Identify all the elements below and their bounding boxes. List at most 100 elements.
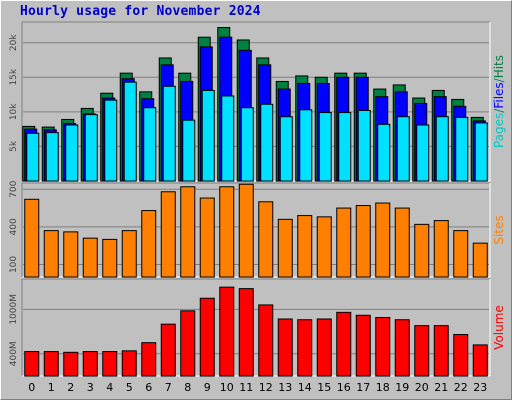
x-tick-label: 14 <box>298 381 312 394</box>
series-label: Pages/Files/Hits <box>492 55 506 148</box>
bar-sites-6 <box>141 210 157 278</box>
bar-volume-21 <box>433 325 449 377</box>
x-tick-label: 6 <box>145 381 152 394</box>
bar-pages-18 <box>377 123 391 182</box>
x-tick-label: 23 <box>473 381 487 394</box>
x-tick-label: 10 <box>220 381 234 394</box>
bar-sites-20 <box>414 223 430 278</box>
bar-volume-19 <box>394 319 410 377</box>
x-tick-label: 7 <box>165 381 172 394</box>
bar-sites-12 <box>258 201 274 278</box>
panel-hits-files-pages: 5k 10k 15k 20k Pages/Files/Hits <box>9 21 506 182</box>
y-tick-label: 15k <box>9 68 19 85</box>
bar-sites-19 <box>394 207 410 278</box>
x-tick-label: 9 <box>204 381 211 394</box>
x-tick-label: 22 <box>454 381 468 394</box>
bar-pages-11 <box>240 107 254 182</box>
bar-volume-6 <box>141 342 157 377</box>
x-tick-label: 15 <box>317 381 331 394</box>
bar-volume-5 <box>121 350 137 377</box>
x-tick-label: 3 <box>87 381 94 394</box>
series-label-part: / <box>492 77 506 82</box>
bar-sites-21 <box>433 220 449 278</box>
bar-sites-23 <box>472 242 488 278</box>
bar-volume-15 <box>316 318 332 377</box>
bar-pages-7 <box>162 85 176 182</box>
bar-pages-8 <box>182 119 196 182</box>
bar-pages-22 <box>455 116 469 182</box>
bar-volume-11 <box>238 288 254 377</box>
bar-pages-15 <box>318 112 332 182</box>
y-tick-label: 400 <box>9 218 19 235</box>
bar-volume-0 <box>24 351 40 377</box>
bar-volume-17 <box>355 314 371 377</box>
bar-sites-5 <box>121 230 137 278</box>
chart-title: Hourly usage for November 2024 <box>20 4 261 19</box>
bar-pages-21 <box>435 116 449 182</box>
bar-volume-20 <box>414 325 430 377</box>
bar-pages-4 <box>104 99 118 182</box>
panel-background <box>22 183 490 277</box>
bar-volume-14 <box>297 319 313 377</box>
series-label-part: Pages <box>492 113 506 148</box>
bar-sites-14 <box>297 215 313 278</box>
bar-sites-15 <box>316 216 332 278</box>
y-tick-label: 5k <box>9 140 19 152</box>
y-tick-label: 700 <box>9 180 19 197</box>
bar-sites-1 <box>43 230 59 278</box>
bar-volume-1 <box>43 351 59 377</box>
panel-sites: 100 400 700 Sites <box>9 180 506 278</box>
panel-background <box>22 22 490 181</box>
bar-pages-14 <box>299 109 313 182</box>
bar-sites-2 <box>63 231 79 278</box>
bar-sites-16 <box>336 207 352 278</box>
series-label-part: Files <box>492 82 506 108</box>
bar-pages-17 <box>357 109 371 182</box>
bar-sites-0 <box>24 198 40 278</box>
x-tick-label: 0 <box>28 381 35 394</box>
bar-pages-23 <box>474 122 488 182</box>
bar-sites-4 <box>102 238 118 278</box>
x-tick-label: 1 <box>48 381 55 394</box>
y-tick-label: 100 <box>9 256 19 273</box>
bar-sites-22 <box>453 230 469 278</box>
x-tick-label: 20 <box>415 381 429 394</box>
bar-pages-9 <box>201 89 215 182</box>
bar-sites-17 <box>355 205 371 278</box>
bar-pages-6 <box>143 107 157 182</box>
x-tick-label: 8 <box>184 381 191 394</box>
bar-pages-19 <box>396 116 410 182</box>
y-tick-label: 20k <box>9 34 19 51</box>
panel-volume: 400M 1000M Volume <box>9 278 506 377</box>
bar-sites-13 <box>277 218 293 278</box>
x-tick-label: 2 <box>67 381 74 394</box>
bar-volume-12 <box>258 304 274 377</box>
x-tick-label: 16 <box>337 381 351 394</box>
x-tick-label: 5 <box>126 381 133 394</box>
bar-volume-13 <box>277 318 293 377</box>
series-label: Volume <box>492 305 506 350</box>
bar-sites-7 <box>160 191 176 278</box>
series-label: Sites <box>492 215 506 244</box>
series-label-part: / <box>492 108 506 113</box>
series-label-part: Sites <box>492 215 506 244</box>
bar-pages-13 <box>279 116 293 182</box>
bar-sites-8 <box>180 186 196 278</box>
x-tick-label: 4 <box>106 381 113 394</box>
y-tick-label: 10k <box>9 103 19 120</box>
bar-volume-23 <box>472 344 488 377</box>
bar-pages-3 <box>84 114 98 182</box>
bar-sites-3 <box>82 237 98 278</box>
bar-sites-9 <box>199 197 215 278</box>
bar-pages-12 <box>260 103 274 182</box>
bar-pages-0 <box>26 132 40 182</box>
bar-volume-3 <box>82 351 98 377</box>
bar-sites-10 <box>219 186 235 278</box>
bar-pages-10 <box>221 95 235 182</box>
bar-pages-20 <box>416 124 430 182</box>
y-tick-label: 400M <box>9 341 19 366</box>
x-tick-label: 13 <box>278 381 292 394</box>
bar-volume-18 <box>375 317 391 377</box>
bar-pages-2 <box>65 124 79 182</box>
